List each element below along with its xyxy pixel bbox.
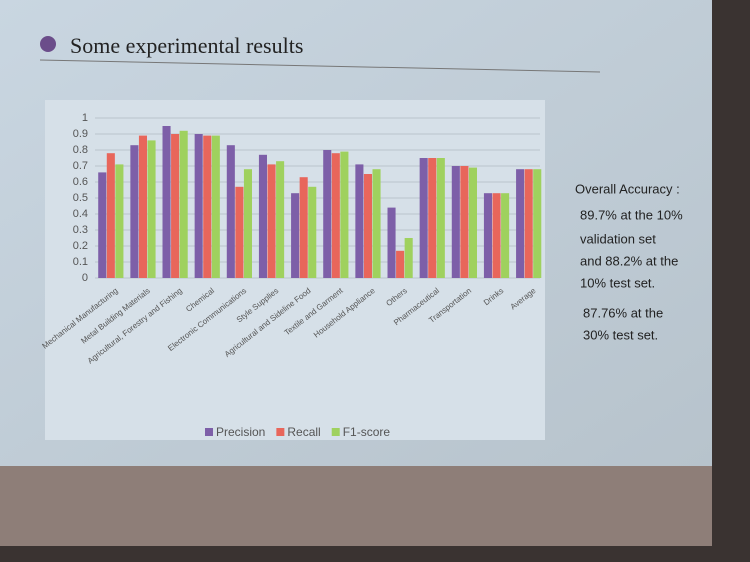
- bar: [258, 154, 267, 278]
- y-tick-label: 0.5: [73, 192, 88, 204]
- bar: [501, 193, 510, 278]
- legend-swatch: [331, 428, 340, 436]
- bar: [98, 172, 107, 278]
- bar: [115, 164, 124, 278]
- bar: [363, 174, 372, 278]
- bar: [211, 135, 220, 278]
- side-line: validation set: [580, 231, 656, 246]
- bar: [524, 169, 533, 278]
- bar: [171, 134, 180, 278]
- bar: [372, 169, 381, 278]
- side-line: 30% test set.: [583, 327, 658, 342]
- bar: [436, 158, 445, 278]
- legend-swatch: [205, 428, 213, 436]
- y-tick-label: 0.6: [73, 176, 88, 188]
- bar: [340, 151, 349, 278]
- bar: [130, 145, 139, 278]
- y-tick-label: 1: [82, 112, 88, 124]
- side-line: 87.76% at the: [583, 305, 663, 320]
- y-tick-label: 0.2: [73, 240, 88, 252]
- bar: [533, 169, 542, 278]
- bar: [267, 164, 276, 278]
- y-tick-label: 0: [82, 272, 88, 284]
- bar: [138, 135, 147, 278]
- bar: [299, 177, 308, 278]
- side-line: and 88.2% at the: [580, 253, 678, 268]
- bar: [419, 158, 428, 278]
- legend-label: Recall: [287, 425, 320, 439]
- bar: [323, 150, 332, 278]
- y-tick-label: 0.7: [73, 160, 88, 172]
- bar: [179, 130, 188, 278]
- bar: [194, 134, 203, 278]
- bar: [235, 186, 244, 278]
- side-heading: Overall Accuracy :: [575, 181, 680, 196]
- y-tick-label: 0.1: [73, 256, 88, 268]
- bar: [468, 167, 477, 278]
- bar: [355, 164, 364, 278]
- bar: [396, 250, 405, 278]
- wall: [0, 466, 712, 546]
- bar: [203, 135, 212, 278]
- bar: [483, 193, 492, 278]
- bar: [276, 161, 285, 278]
- legend-label: Precision: [216, 425, 265, 439]
- bar: [291, 193, 300, 278]
- y-tick-label: 0.9: [73, 128, 88, 140]
- side-line: 89.7% at the 10%: [580, 207, 683, 222]
- bar: [387, 207, 396, 278]
- bar: [106, 153, 115, 278]
- bar: [243, 169, 252, 278]
- bar: [331, 153, 340, 278]
- legend-label: F1-score: [343, 425, 391, 439]
- y-tick-label: 0.8: [73, 144, 88, 156]
- legend-swatch: [276, 428, 285, 436]
- y-tick-label: 0.4: [73, 208, 88, 220]
- bar: [451, 166, 460, 278]
- bar: [162, 126, 171, 278]
- bar: [492, 193, 501, 278]
- slide-title: Some experimental results: [70, 33, 303, 58]
- bar: [428, 158, 437, 278]
- bar: [404, 238, 413, 278]
- side-line: 10% test set.: [580, 275, 655, 290]
- side-text: Overall Accuracy : 89.7% at the 10% valid…: [575, 181, 683, 342]
- bullet: [40, 36, 56, 52]
- bar: [460, 166, 469, 278]
- bar: [516, 169, 525, 278]
- bar: [226, 145, 235, 278]
- title-rule: [39, 59, 601, 73]
- y-tick-label: 0.3: [73, 224, 88, 236]
- bar: [147, 140, 156, 278]
- bar: [308, 186, 317, 278]
